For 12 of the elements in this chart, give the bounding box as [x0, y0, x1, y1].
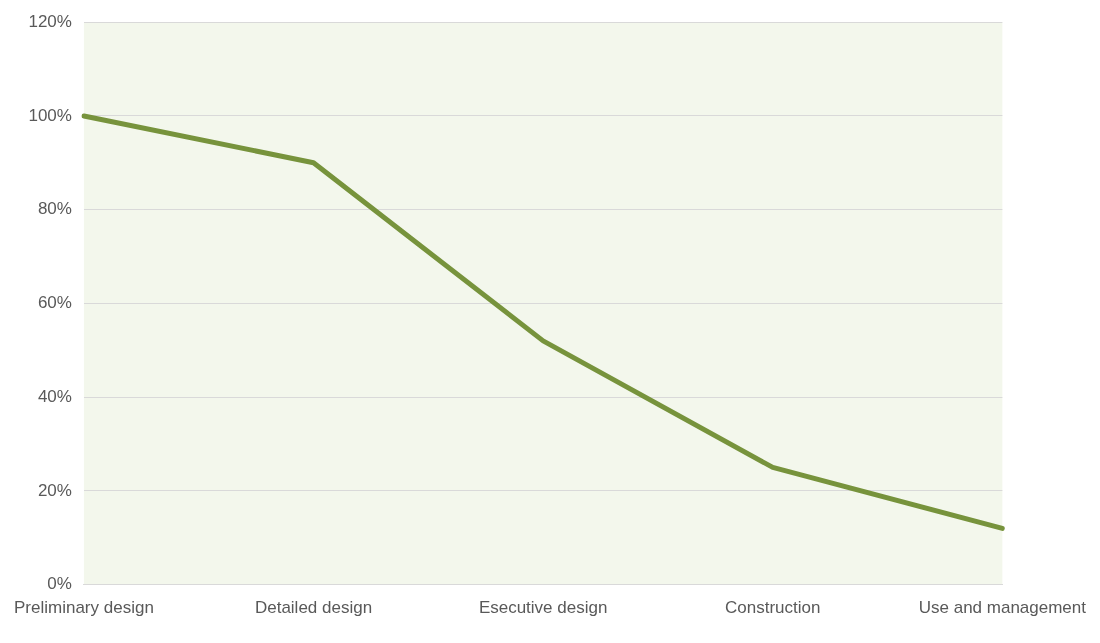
x-tick-label: Esecutive design [478, 598, 608, 618]
x-tick-label: Construction [725, 598, 821, 618]
y-tick-label: 120% [28, 11, 72, 31]
x-tick-label: Use and management [918, 598, 1087, 618]
y-tick-label: 0% [47, 574, 72, 594]
y-tick-label: 40% [37, 386, 72, 406]
y-tick-label: 20% [37, 480, 72, 500]
x-tick-label: Preliminary design [14, 598, 154, 618]
y-tick-label: 60% [37, 293, 72, 313]
y-tick-label: 80% [37, 199, 72, 219]
x-tick-label: Detailed design [254, 598, 373, 618]
y-tick-label: 100% [28, 105, 72, 125]
